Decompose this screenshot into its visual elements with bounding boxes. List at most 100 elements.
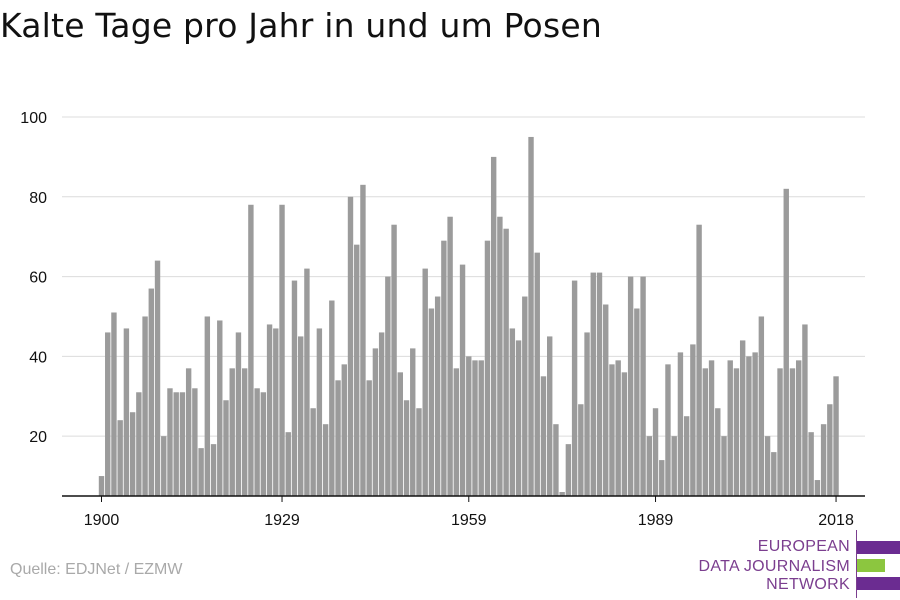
y-tick-label: 100 xyxy=(20,110,47,127)
bar xyxy=(746,356,752,496)
bar xyxy=(708,360,715,496)
bar xyxy=(671,436,677,496)
bar xyxy=(478,360,484,496)
bar xyxy=(665,364,671,496)
bar xyxy=(335,380,341,496)
bar xyxy=(129,412,136,496)
bar xyxy=(210,444,217,496)
bar xyxy=(540,376,547,496)
bar xyxy=(515,340,522,496)
bar xyxy=(777,368,783,496)
bar xyxy=(248,204,254,496)
bar xyxy=(814,480,821,496)
bar xyxy=(360,184,366,497)
bar xyxy=(341,364,347,496)
bar xyxy=(241,368,248,496)
bar xyxy=(385,276,391,496)
bar xyxy=(596,272,603,496)
bar xyxy=(652,408,659,496)
bar xyxy=(752,352,758,496)
bar xyxy=(354,244,360,496)
source-note: Quelle: EDJNet / EZMW xyxy=(10,561,183,578)
bar xyxy=(304,268,310,496)
bar xyxy=(771,452,777,496)
logo-bar-purple-bottom xyxy=(857,577,900,590)
bar xyxy=(229,368,235,496)
bar xyxy=(204,316,211,496)
bar xyxy=(397,372,403,496)
bar xyxy=(167,388,173,496)
y-tick-label: 80 xyxy=(29,190,47,207)
bar xyxy=(173,392,179,496)
bar xyxy=(472,360,478,496)
bar xyxy=(690,344,696,496)
bar xyxy=(534,252,540,496)
bar xyxy=(509,328,516,496)
bar xyxy=(833,376,839,496)
bar xyxy=(372,348,379,496)
bar xyxy=(266,324,273,496)
bar xyxy=(565,444,572,496)
bar xyxy=(136,392,142,496)
bar xyxy=(161,436,167,496)
bar xyxy=(727,360,733,496)
logo-divider xyxy=(856,530,857,598)
y-tick-label: 40 xyxy=(29,349,47,366)
bar xyxy=(298,336,304,496)
bar xyxy=(416,408,422,496)
bar xyxy=(316,328,323,496)
bar xyxy=(111,312,117,496)
bar xyxy=(640,276,646,496)
logo-bar-green xyxy=(857,559,885,572)
bar xyxy=(621,372,628,496)
bar xyxy=(490,156,497,497)
x-tick-label: 1900 xyxy=(84,512,120,529)
bar xyxy=(590,272,596,496)
edjnet-logo: EUROPEAN DATA JOURNALISM NETWORK xyxy=(690,530,900,600)
logo-bar-purple-top xyxy=(857,541,900,554)
bar xyxy=(273,328,279,496)
bar xyxy=(733,368,740,496)
bar xyxy=(391,224,397,496)
bar xyxy=(179,392,186,496)
bar xyxy=(820,424,827,496)
bar xyxy=(198,448,204,496)
bar xyxy=(185,368,192,496)
bar xyxy=(466,356,472,496)
bar xyxy=(796,360,802,496)
bar xyxy=(677,352,684,496)
bar xyxy=(434,296,441,496)
bar xyxy=(497,216,503,496)
bar xyxy=(659,460,665,496)
bar xyxy=(758,316,765,496)
bar xyxy=(802,324,808,496)
bar xyxy=(609,364,615,496)
x-tick-label: 1989 xyxy=(638,512,674,529)
bar xyxy=(422,268,428,496)
bar xyxy=(739,340,746,496)
bar xyxy=(329,300,335,496)
y-tick-label: 60 xyxy=(29,270,47,287)
bar xyxy=(366,380,372,496)
bar xyxy=(254,388,260,496)
bar xyxy=(603,304,609,496)
bar xyxy=(441,240,447,496)
bar xyxy=(223,400,229,496)
bar xyxy=(447,216,453,496)
bar xyxy=(702,368,709,496)
bar xyxy=(279,204,285,496)
bar xyxy=(117,420,123,496)
bar xyxy=(260,392,267,496)
bar xyxy=(715,408,721,496)
logo-line-1: EUROPEAN xyxy=(757,538,850,555)
bar xyxy=(285,432,291,496)
bar xyxy=(192,388,198,496)
bar xyxy=(528,136,534,496)
bar xyxy=(410,348,416,496)
bar xyxy=(148,288,154,496)
bar xyxy=(683,416,690,496)
bar xyxy=(428,308,435,496)
logo-line-2: DATA JOURNALISM xyxy=(698,558,850,575)
bar xyxy=(789,368,796,496)
